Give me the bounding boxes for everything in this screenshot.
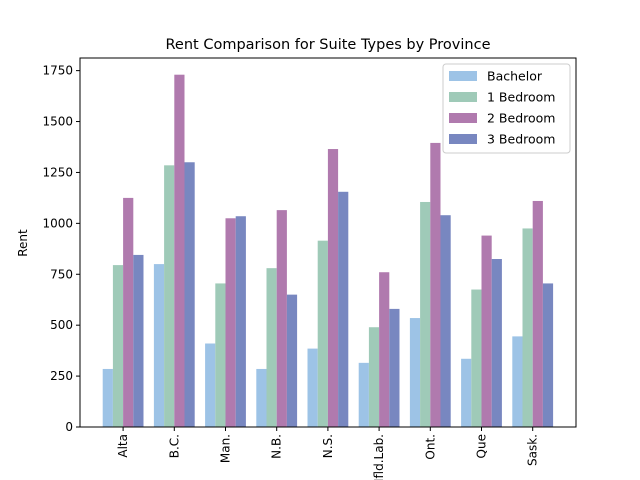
- legend-swatch-bachelor: [449, 71, 477, 81]
- x-tick-label-sask-: Sask.: [526, 434, 540, 466]
- bar-bachelor-que: [461, 358, 472, 427]
- bar-3-bedroom-n-s-: [338, 191, 349, 427]
- x-tick-label-man-: Man.: [219, 434, 233, 463]
- legend: Bachelor 1 Bedroom 2 Bedroom 3 Bedroom: [442, 63, 571, 154]
- bar-3-bedroom-ont-: [440, 215, 451, 427]
- y-tick-label-1000: 1000: [42, 216, 73, 230]
- bar-bachelor-alta: [102, 368, 113, 427]
- bar-1-bedroom-n-b-: [266, 268, 277, 427]
- bar-1-bedroom-sask-: [522, 228, 533, 427]
- x-tick-label-nfld-lab-: Nfld.Lab.: [372, 434, 386, 480]
- y-tick-label-1250: 1250: [42, 165, 73, 179]
- bar-2-bedroom-nfld-lab-: [379, 272, 390, 427]
- bar-3-bedroom-que: [491, 259, 502, 427]
- y-tick-label-1750: 1750: [42, 64, 73, 78]
- bar-2-bedroom-n-b-: [276, 210, 287, 427]
- y-tick-label-750: 750: [50, 267, 73, 281]
- legend-label-2-bedroom: 2 Bedroom: [487, 111, 555, 126]
- bar-2-bedroom-ont-: [430, 142, 441, 428]
- legend-swatch-1-bedroom: [449, 92, 477, 102]
- bars-group: [102, 74, 554, 428]
- legend-box: [442, 63, 571, 154]
- legend-label-bachelor: Bachelor: [487, 69, 543, 84]
- x-tick-label-b-c-: B.C.: [167, 434, 181, 458]
- y-tick-label-1500: 1500: [42, 115, 73, 129]
- bar-3-bedroom-sask-: [542, 283, 554, 427]
- bar-bachelor-n-b-: [256, 368, 267, 427]
- bar-1-bedroom-alta: [112, 265, 124, 427]
- y-tick-label-250: 250: [50, 369, 73, 383]
- legend-label-1-bedroom: 1 Bedroom: [487, 90, 555, 105]
- bar-1-bedroom-b-c-: [164, 165, 175, 427]
- legend-label-3-bedroom: 3 Bedroom: [487, 132, 555, 147]
- bar-1-bedroom-man-: [215, 283, 226, 427]
- x-tick-label-n-s-: N.S.: [321, 434, 335, 458]
- bar-1-bedroom-n-s-: [317, 240, 328, 427]
- bar-2-bedroom-alta: [123, 197, 134, 427]
- bar-2-bedroom-n-s-: [327, 149, 339, 427]
- bar-bachelor-sask-: [512, 336, 523, 427]
- chart-title: Rent Comparison for Suite Types by Provi…: [166, 37, 491, 53]
- bar-3-bedroom-b-c-: [184, 162, 195, 427]
- bar-bachelor-man-: [205, 343, 216, 427]
- bar-3-bedroom-man-: [235, 216, 246, 427]
- bar-3-bedroom-n-b-: [286, 294, 298, 427]
- legend-swatch-2-bedroom: [449, 113, 477, 123]
- bar-bachelor-n-s-: [307, 348, 318, 427]
- x-tick-label-n-b-: N.B.: [270, 434, 284, 459]
- bar-2-bedroom-sask-: [532, 200, 543, 427]
- bar-bachelor-nfld-lab-: [358, 362, 369, 427]
- legend-swatch-3-bedroom: [449, 134, 477, 144]
- bar-1-bedroom-que: [471, 289, 482, 427]
- y-tick-label-500: 500: [50, 318, 73, 332]
- x-tick-label-ont-: Ont.: [423, 434, 437, 460]
- bar-2-bedroom-b-c-: [174, 74, 185, 427]
- y-tick-label-0: 0: [65, 420, 73, 434]
- bar-3-bedroom-alta: [133, 254, 144, 427]
- bar-1-bedroom-ont-: [420, 201, 431, 427]
- x-tick-label-que: Que: [475, 434, 489, 458]
- bar-bachelor-ont-: [409, 318, 421, 427]
- bar-2-bedroom-que: [481, 235, 492, 427]
- bar-3-bedroom-nfld-lab-: [389, 308, 400, 427]
- bar-1-bedroom-nfld-lab-: [368, 327, 380, 427]
- bar-2-bedroom-man-: [225, 218, 236, 427]
- axes: 0 250 500 750 1000 1250 1500 1750 Alta B.C. Man. N.…: [42, 57, 577, 480]
- x-tick-label-alta: Alta: [116, 434, 130, 458]
- y-axis-label: Rent: [16, 229, 30, 257]
- bar-bachelor-b-c-: [153, 264, 165, 427]
